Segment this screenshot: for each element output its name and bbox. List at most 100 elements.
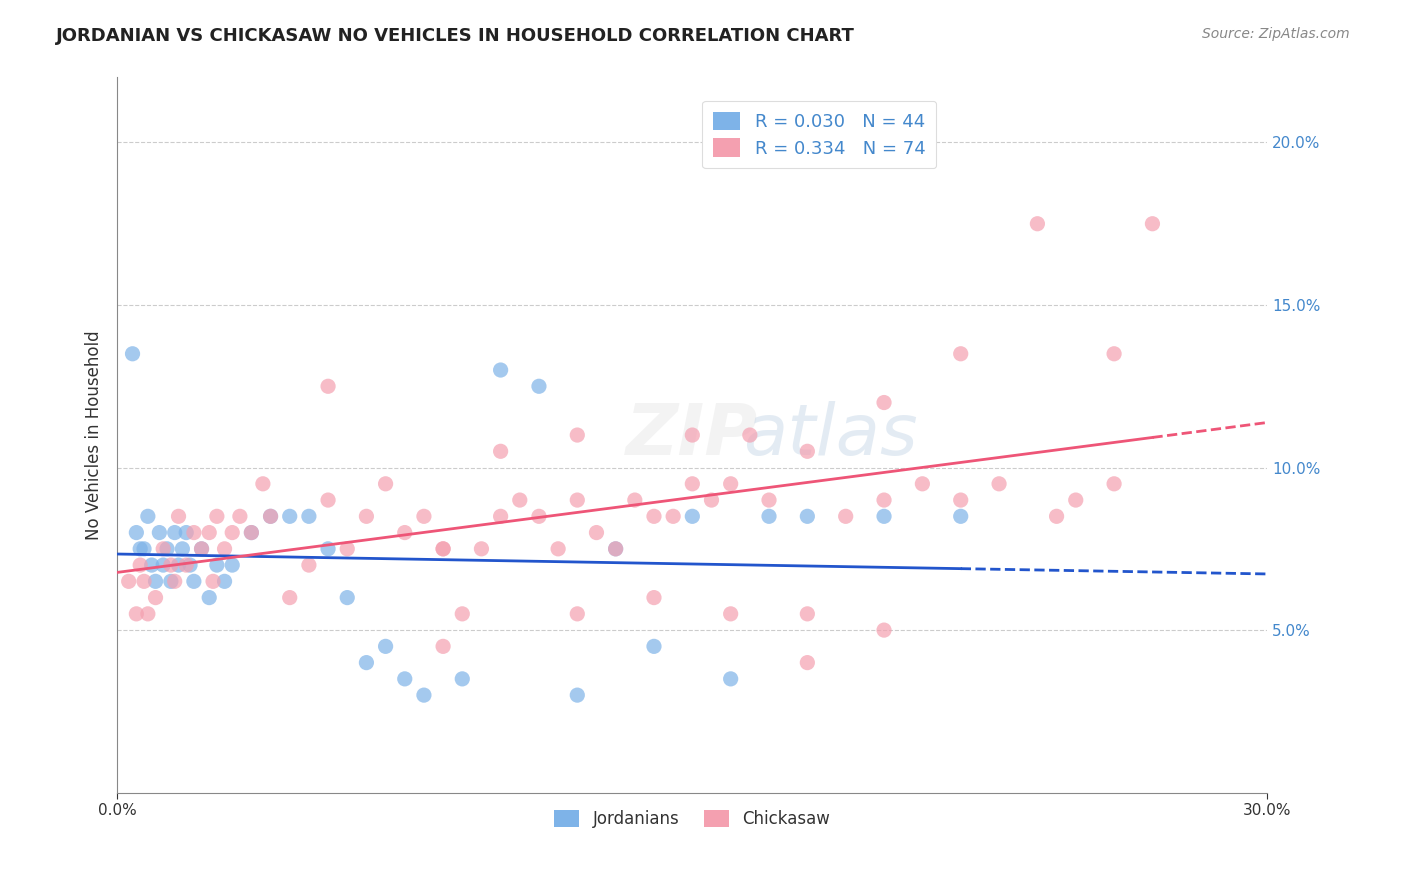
Point — [949, 509, 972, 524]
Point — [738, 428, 761, 442]
Point — [873, 623, 896, 637]
Point — [198, 525, 221, 540]
Point — [605, 541, 627, 556]
Text: atlas: atlas — [742, 401, 918, 469]
Point — [643, 640, 665, 654]
Point — [681, 476, 703, 491]
Point — [700, 493, 723, 508]
Point — [214, 574, 236, 589]
Point — [413, 509, 436, 524]
Point — [152, 558, 174, 573]
Point — [316, 493, 339, 508]
Point — [681, 509, 703, 524]
Point — [567, 688, 589, 702]
Point — [163, 574, 186, 589]
Text: JORDANIAN VS CHICKASAW NO VEHICLES IN HOUSEHOLD CORRELATION CHART: JORDANIAN VS CHICKASAW NO VEHICLES IN HO… — [56, 27, 855, 45]
Point — [356, 509, 378, 524]
Point — [605, 541, 627, 556]
Point — [252, 476, 274, 491]
Point — [720, 476, 742, 491]
Point — [374, 640, 396, 654]
Point — [1026, 217, 1049, 231]
Point — [125, 607, 148, 621]
Point — [949, 493, 972, 508]
Point — [229, 509, 252, 524]
Point — [240, 525, 263, 540]
Point — [796, 444, 818, 458]
Point — [163, 525, 186, 540]
Point — [662, 509, 685, 524]
Point — [834, 509, 856, 524]
Point — [205, 558, 228, 573]
Point — [174, 525, 197, 540]
Point — [873, 493, 896, 508]
Point — [259, 509, 281, 524]
Point — [156, 541, 179, 556]
Point — [796, 509, 818, 524]
Point — [413, 688, 436, 702]
Point — [643, 509, 665, 524]
Point — [1142, 217, 1164, 231]
Point — [489, 509, 512, 524]
Text: ZIP: ZIP — [626, 401, 758, 469]
Point — [202, 574, 225, 589]
Point — [585, 525, 607, 540]
Point — [160, 574, 183, 589]
Point — [451, 672, 474, 686]
Point — [221, 525, 243, 540]
Point — [336, 541, 359, 556]
Point — [374, 476, 396, 491]
Point — [145, 574, 167, 589]
Point — [132, 541, 155, 556]
Point — [298, 509, 321, 524]
Point — [873, 395, 896, 409]
Point — [567, 607, 589, 621]
Point — [214, 541, 236, 556]
Point — [167, 558, 190, 573]
Point — [221, 558, 243, 573]
Point — [1045, 509, 1067, 524]
Point — [136, 607, 159, 621]
Point — [259, 509, 281, 524]
Point — [136, 509, 159, 524]
Point — [489, 444, 512, 458]
Text: Source: ZipAtlas.com: Source: ZipAtlas.com — [1202, 27, 1350, 41]
Point — [179, 558, 201, 573]
Point — [432, 541, 454, 556]
Point — [527, 509, 550, 524]
Point — [190, 541, 212, 556]
Point — [316, 541, 339, 556]
Point — [758, 509, 780, 524]
Point — [129, 558, 152, 573]
Point — [118, 574, 141, 589]
Point — [172, 541, 194, 556]
Point — [911, 476, 934, 491]
Point — [174, 558, 197, 573]
Point — [356, 656, 378, 670]
Point — [152, 541, 174, 556]
Point — [567, 493, 589, 508]
Point — [129, 541, 152, 556]
Point — [336, 591, 359, 605]
Point — [988, 476, 1011, 491]
Point — [298, 558, 321, 573]
Point — [720, 672, 742, 686]
Point — [240, 525, 263, 540]
Point — [183, 574, 205, 589]
Point — [125, 525, 148, 540]
Point — [758, 493, 780, 508]
Point — [132, 574, 155, 589]
Point — [681, 428, 703, 442]
Point — [394, 525, 416, 540]
Point — [394, 672, 416, 686]
Point — [145, 591, 167, 605]
Point — [278, 509, 301, 524]
Point — [720, 607, 742, 621]
Point — [1102, 347, 1125, 361]
Point — [183, 525, 205, 540]
Point — [624, 493, 647, 508]
Point — [451, 607, 474, 621]
Point — [547, 541, 569, 556]
Point — [190, 541, 212, 556]
Legend: Jordanians, Chickasaw: Jordanians, Chickasaw — [547, 803, 837, 834]
